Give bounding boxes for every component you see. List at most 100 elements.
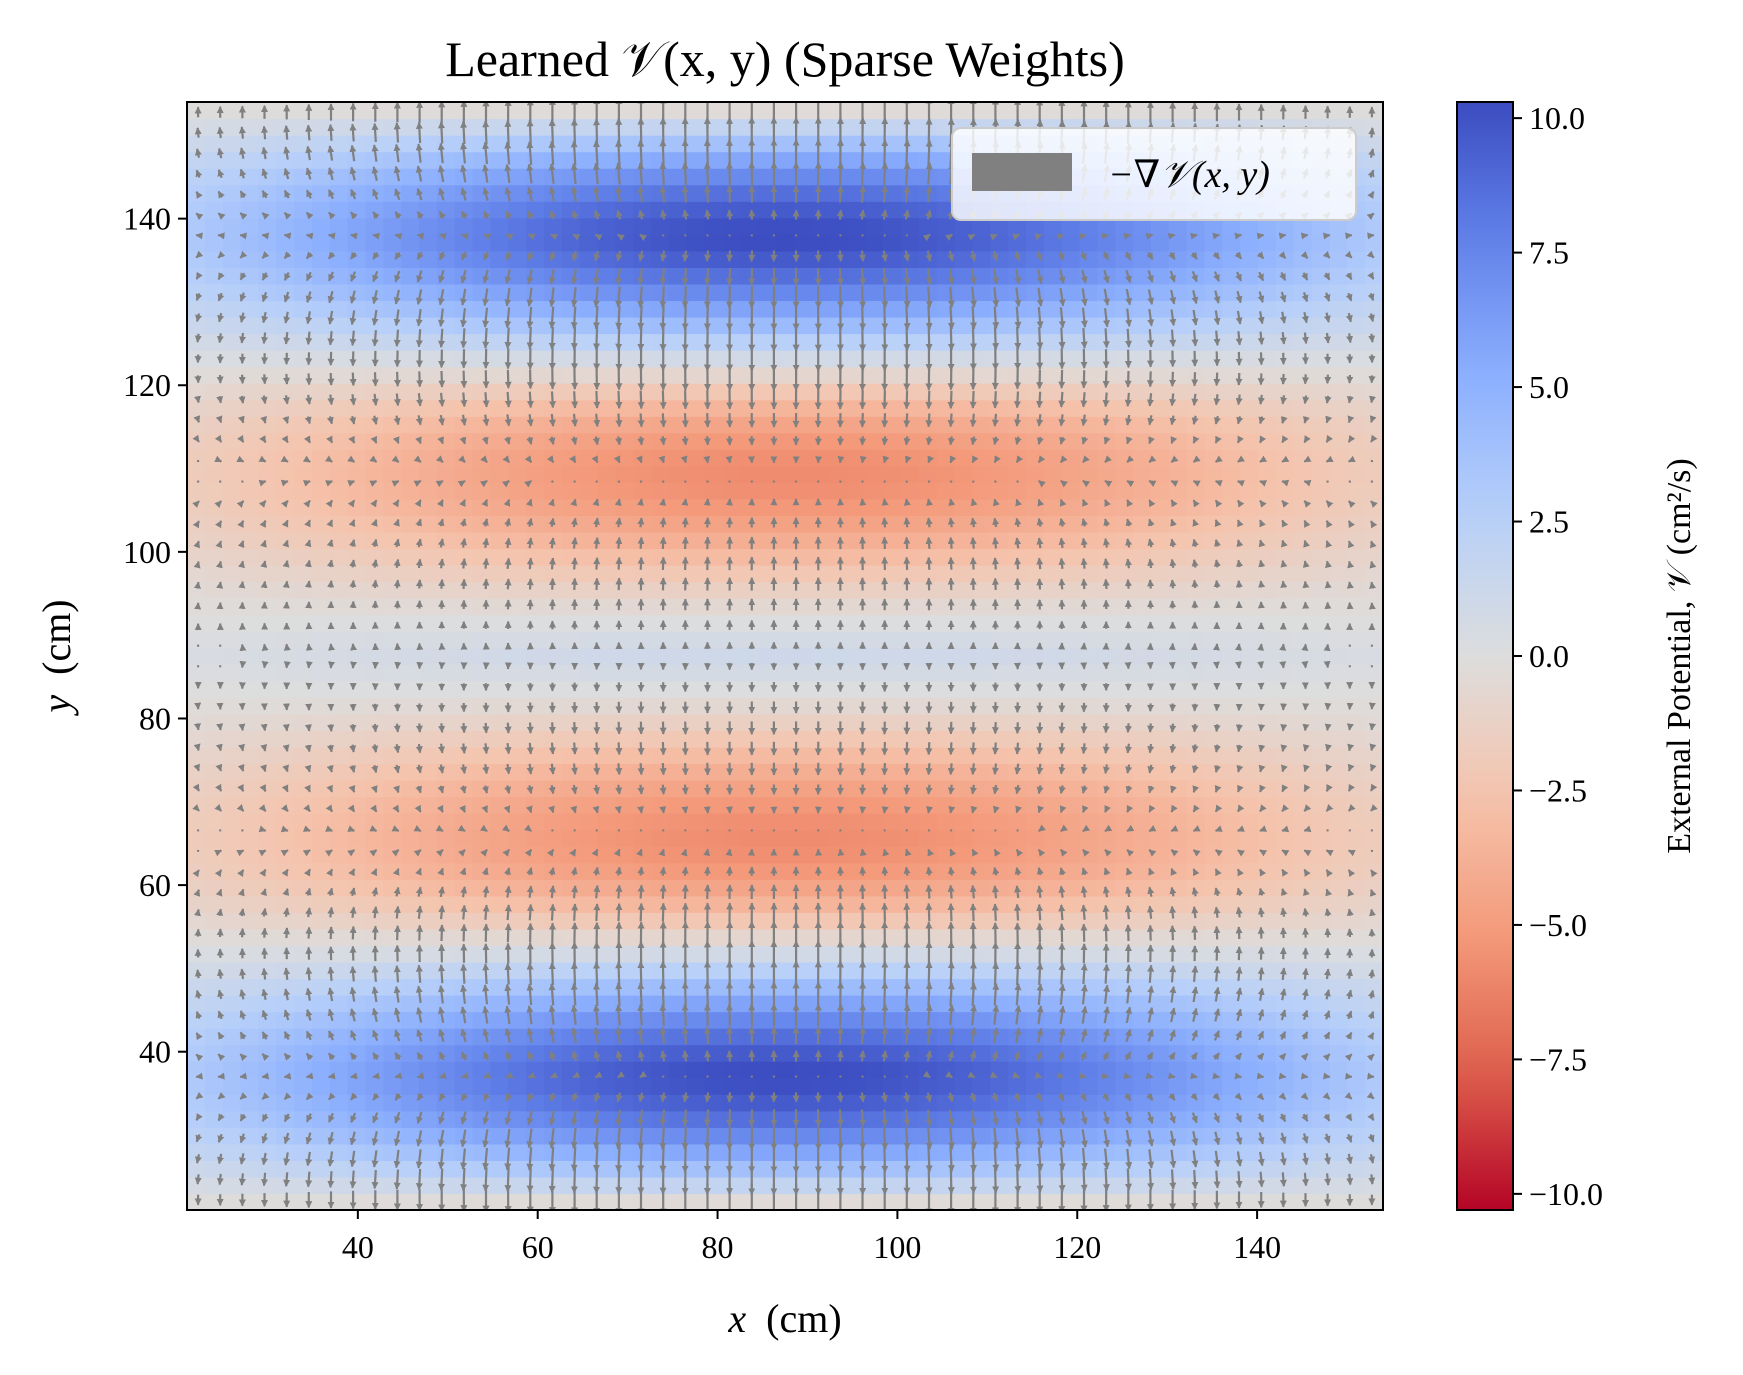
heatmap-cell	[776, 1028, 794, 1045]
heatmap-cell	[955, 763, 973, 780]
heatmap-cell	[687, 797, 705, 814]
heatmap-cell	[865, 152, 883, 169]
heatmap-cell	[1294, 631, 1312, 648]
heatmap-cell	[330, 896, 348, 913]
heatmap-cell	[1204, 317, 1222, 334]
heatmap-cell	[223, 152, 241, 169]
heatmap-cell	[508, 334, 526, 351]
heatmap-cell	[1151, 1078, 1169, 1095]
heatmap-cell	[276, 152, 294, 169]
heatmap-cell	[812, 797, 830, 814]
heatmap-cell	[1044, 846, 1062, 863]
heatmap-cell	[223, 185, 241, 202]
heatmap-cell	[937, 730, 955, 747]
heatmap-cell	[1062, 1012, 1080, 1029]
heatmap-cell	[937, 416, 955, 433]
heatmap-cell	[1347, 565, 1365, 582]
heatmap-cell	[508, 582, 526, 599]
heatmap-cell	[723, 978, 741, 995]
heatmap-cell	[847, 830, 865, 847]
heatmap-cell	[901, 532, 919, 549]
heatmap-cell	[883, 515, 901, 532]
heatmap-cell	[633, 532, 651, 549]
heatmap-cell	[187, 582, 205, 599]
heatmap-cell	[598, 400, 616, 417]
heatmap-cell	[562, 813, 580, 830]
heatmap-cell	[1365, 300, 1383, 317]
heatmap-cell	[1240, 102, 1258, 119]
heatmap-cell	[383, 863, 401, 880]
heatmap-cell	[1204, 1028, 1222, 1045]
heatmap-cell	[223, 466, 241, 483]
heatmap-cell	[812, 168, 830, 185]
heatmap-cell	[437, 201, 455, 218]
heatmap-cell	[972, 598, 990, 615]
heatmap-cell	[990, 449, 1008, 466]
heatmap-cell	[330, 449, 348, 466]
heatmap-cell	[473, 896, 491, 913]
heatmap-cell	[812, 1012, 830, 1029]
heatmap-cell	[794, 846, 812, 863]
heatmap-cell	[580, 615, 598, 632]
heatmap-cell	[1258, 251, 1276, 268]
heatmap-cell	[401, 532, 419, 549]
heatmap-cell	[1062, 400, 1080, 417]
heatmap-cell	[348, 615, 366, 632]
heatmap-cell	[366, 1078, 384, 1095]
heatmap-cell	[598, 1061, 616, 1078]
gradient-arrow	[242, 767, 244, 772]
heatmap-cell	[740, 780, 758, 797]
gradient-arrow	[353, 581, 354, 588]
gradient-arrow	[308, 581, 309, 587]
heatmap-cell	[651, 251, 669, 268]
heatmap-cell	[812, 201, 830, 218]
heatmap-cell	[598, 780, 616, 797]
heatmap-cell	[865, 962, 883, 979]
heatmap-cell	[776, 350, 794, 367]
heatmap-cell	[651, 499, 669, 516]
heatmap-cell	[955, 1028, 973, 1045]
heatmap-cell	[241, 598, 259, 615]
heatmap-cell	[1329, 416, 1347, 433]
heatmap-cell	[508, 300, 526, 317]
gradient-arrow	[308, 745, 309, 751]
heatmap-cell	[830, 1078, 848, 1095]
heatmap-cell	[830, 549, 848, 566]
heatmap-cell	[633, 730, 651, 747]
heatmap-cell	[1276, 350, 1294, 367]
heatmap-cell	[223, 730, 241, 747]
heatmap-cell	[937, 515, 955, 532]
heatmap-cell	[901, 119, 919, 136]
heatmap-cell	[1294, 714, 1312, 731]
heatmap-cell	[490, 896, 508, 913]
heatmap-cell	[562, 945, 580, 962]
heatmap-cell	[1347, 730, 1365, 747]
heatmap-cell	[1044, 317, 1062, 334]
heatmap-cell	[723, 648, 741, 665]
heatmap-cell	[490, 532, 508, 549]
heatmap-cell	[205, 1045, 223, 1062]
heatmap-cell	[330, 631, 348, 648]
heatmap-cell	[1026, 334, 1044, 351]
heatmap-cell	[544, 449, 562, 466]
heatmap-cell	[241, 1045, 259, 1062]
heatmap-cell	[330, 350, 348, 367]
heatmap-cell	[419, 367, 437, 384]
heatmap-cell	[937, 284, 955, 301]
heatmap-cell	[1044, 300, 1062, 317]
heatmap-cell	[883, 482, 901, 499]
heatmap-cell	[223, 929, 241, 946]
heatmap-cell	[526, 813, 544, 830]
heatmap-cell	[687, 945, 705, 962]
heatmap-cell	[651, 102, 669, 119]
heatmap-cell	[1062, 234, 1080, 251]
heatmap-cell	[419, 1012, 437, 1029]
gradient-arrow	[329, 1076, 334, 1077]
heatmap-cell	[419, 102, 437, 119]
gradient-arrow	[198, 726, 199, 730]
heatmap-cell	[972, 813, 990, 830]
heatmap-cell	[526, 797, 544, 814]
heatmap-cell	[633, 234, 651, 251]
heatmap-cell	[241, 416, 259, 433]
heatmap-cell	[1276, 383, 1294, 400]
